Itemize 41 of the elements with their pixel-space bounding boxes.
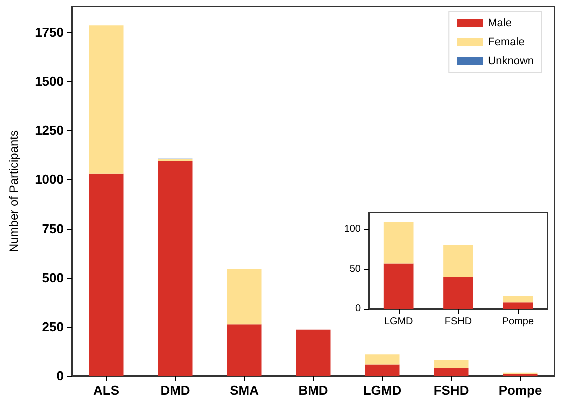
bar	[296, 330, 331, 376]
x-tick-label: Pompe	[502, 316, 534, 328]
bar	[503, 296, 534, 303]
x-tick-label: SMA	[230, 383, 260, 398]
x-tick-label: FSHD	[444, 316, 472, 328]
y-tick-label: 1750	[35, 25, 64, 40]
y-axis-title: Number of Participants	[7, 130, 21, 253]
bar	[365, 364, 400, 376]
bar	[384, 222, 414, 264]
x-tick-label: Pompe	[498, 383, 542, 398]
x-tick-label: DMD	[160, 383, 190, 398]
bar	[365, 354, 400, 365]
legend-label: Unknown	[488, 56, 534, 68]
legend-label: Female	[488, 36, 525, 48]
y-tick-label: 500	[42, 270, 64, 286]
y-tick-label: 1500	[35, 74, 64, 90]
x-tick-label: ALS	[94, 383, 120, 398]
x-tick-label: BMD	[298, 383, 328, 398]
y-tick-label: 1250	[35, 123, 64, 138]
bar	[89, 174, 124, 376]
bar	[434, 368, 469, 376]
bar	[227, 269, 262, 325]
bar	[434, 360, 469, 368]
y-tick-label: 1000	[35, 172, 64, 188]
y-tick-label: 750	[42, 221, 64, 236]
x-tick-label: FSHD	[434, 383, 470, 398]
y-tick-label: 250	[42, 319, 64, 334]
y-tick-label: 0	[355, 304, 362, 314]
bar	[503, 302, 534, 309]
bar	[158, 161, 193, 376]
y-tick-label: 50	[350, 264, 362, 275]
bar	[444, 277, 474, 309]
x-tick-label: LGMD	[384, 316, 414, 328]
y-tick-label: 100	[344, 224, 362, 236]
y-tick-label: 0	[56, 368, 64, 384]
x-tick-label: LGMD	[363, 383, 402, 398]
bar	[89, 26, 124, 174]
legend-label: Male	[488, 18, 512, 30]
bar	[227, 324, 262, 376]
bar	[384, 264, 414, 309]
bar	[444, 246, 474, 278]
